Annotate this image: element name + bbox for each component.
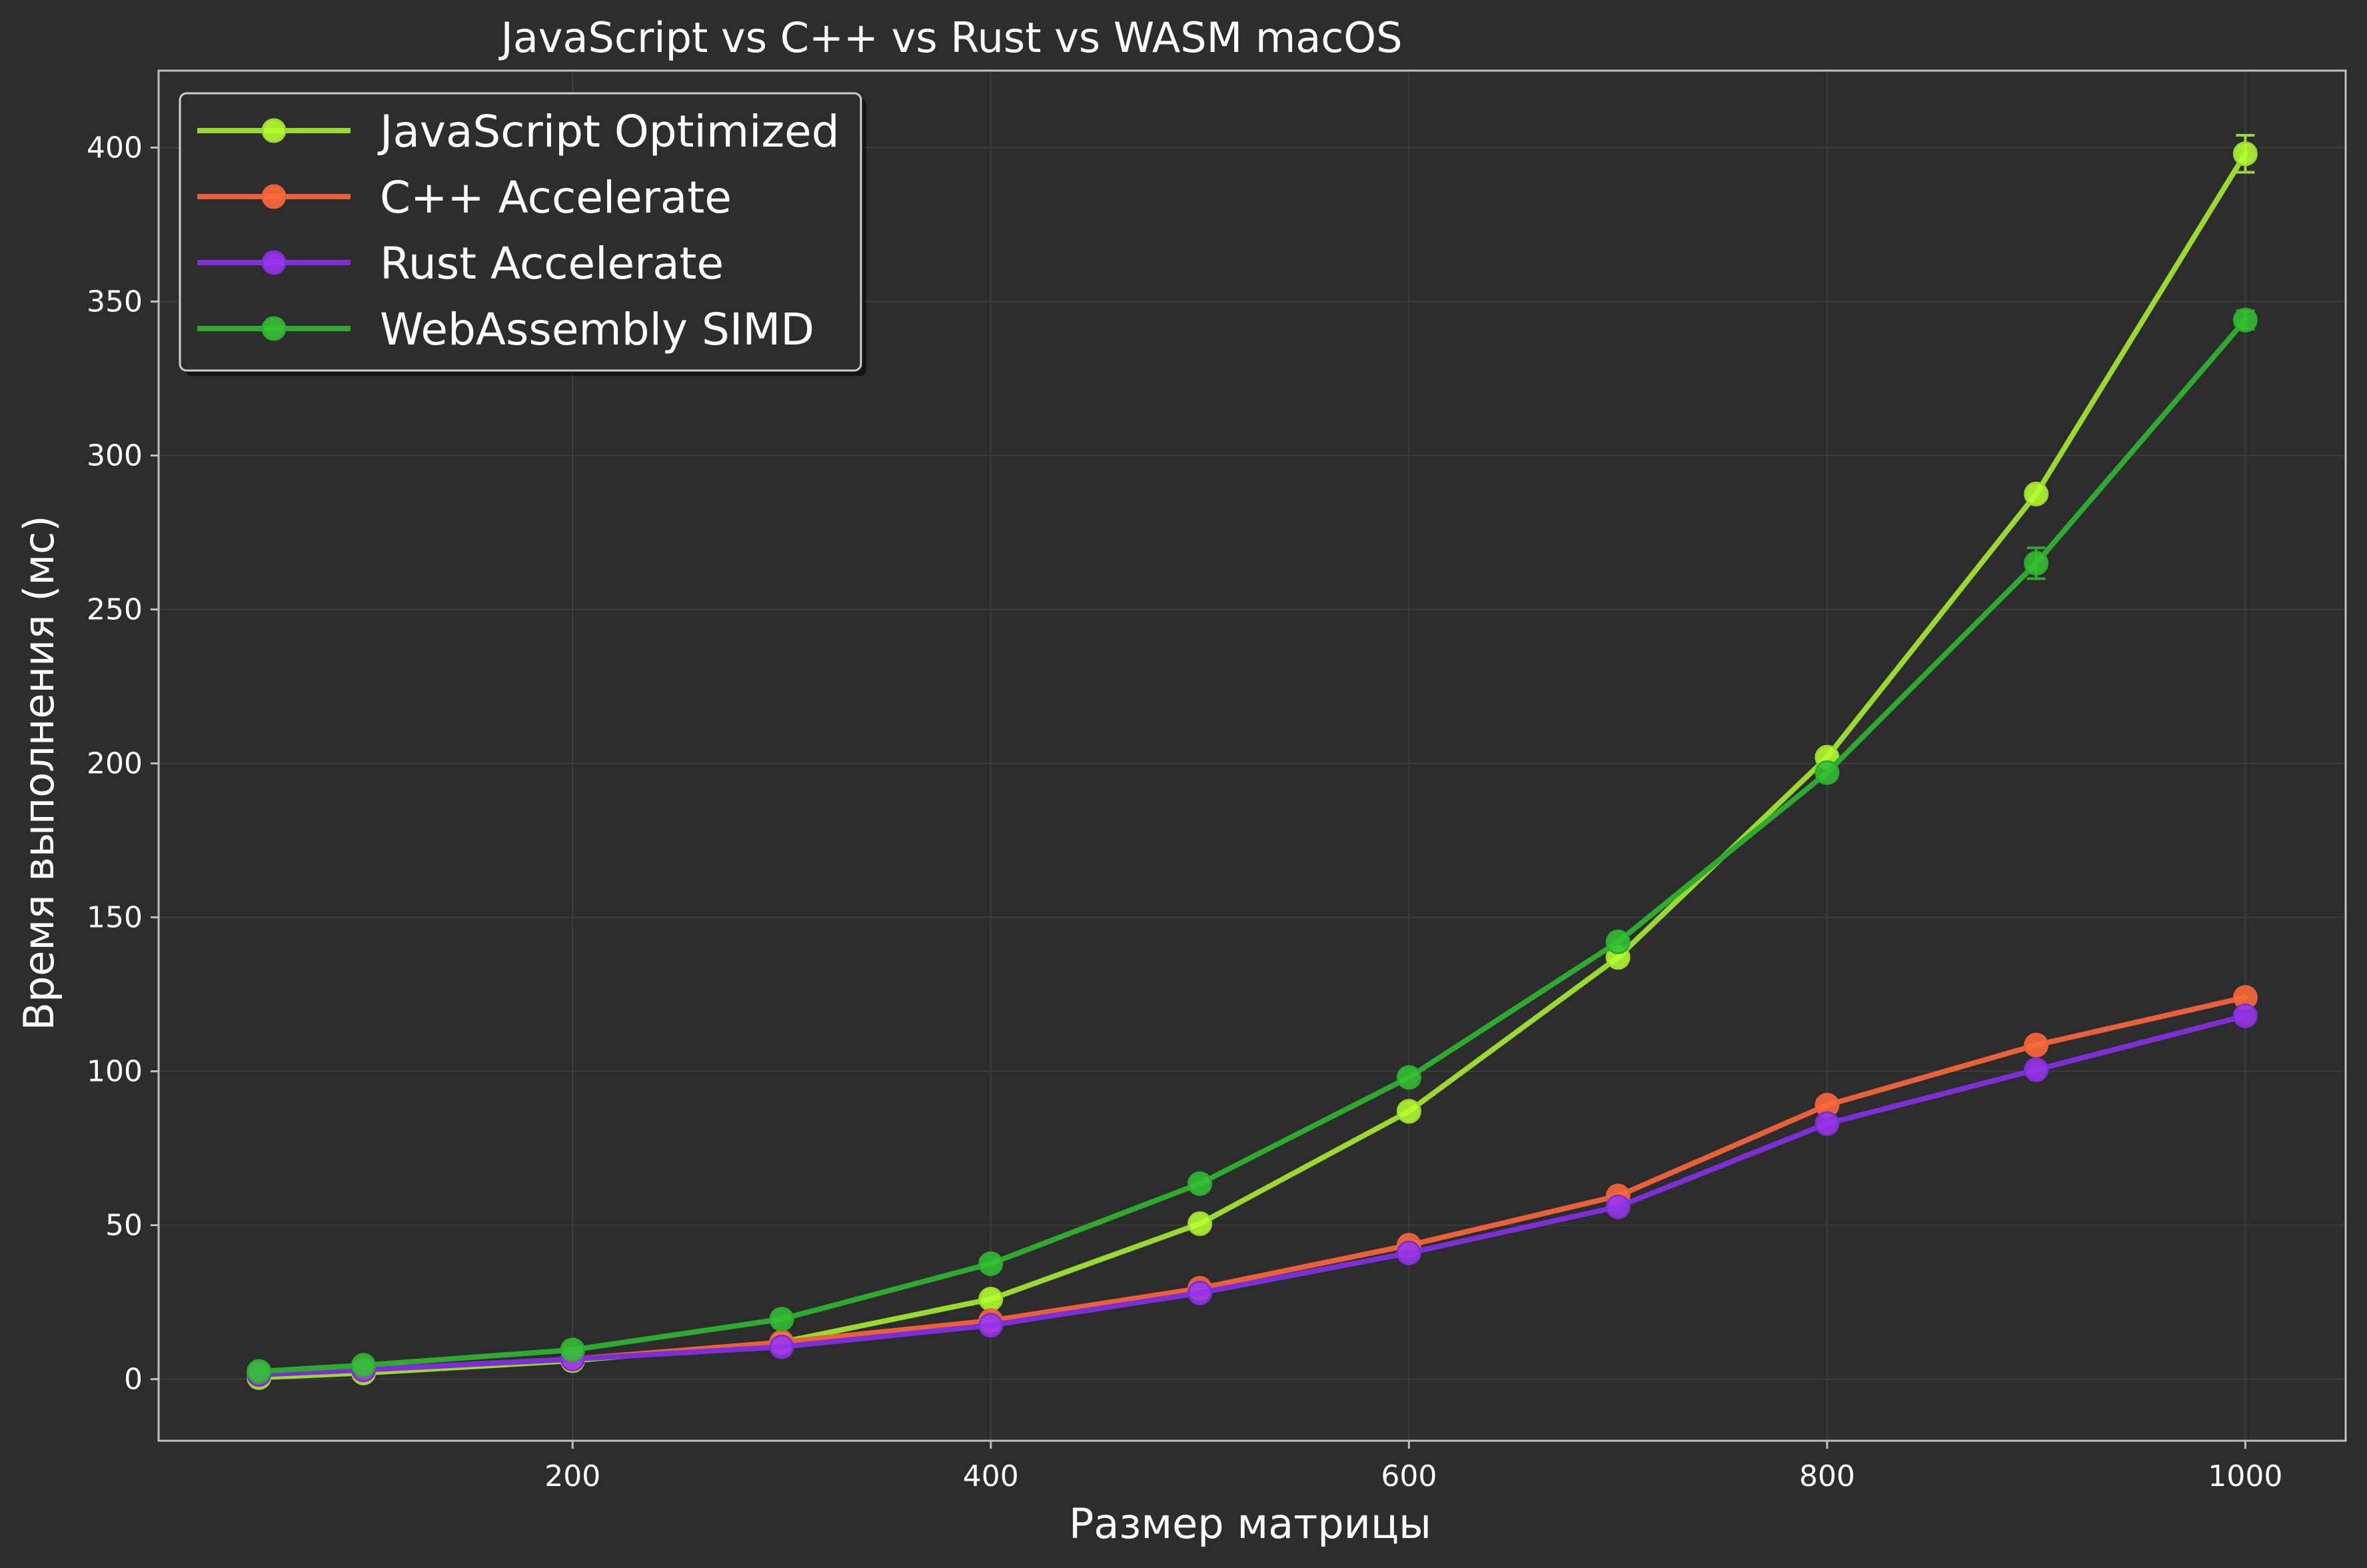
data-point (1605, 1194, 1631, 1219)
legend-label: Rust Accelerate (380, 238, 724, 289)
y-tick-label: 350 (87, 285, 143, 319)
y-tick-label: 400 (87, 131, 143, 165)
chart-title: JavaScript vs C++ vs Rust vs WASM macOS (498, 13, 1403, 62)
y-tick-label: 0 (124, 1363, 143, 1397)
legend-item: WebAssembly SIMD (197, 304, 814, 355)
legend-label: WebAssembly SIMD (380, 304, 814, 355)
data-point (560, 1337, 585, 1363)
data-point (2024, 1032, 2049, 1058)
x-axis-label: Размер матрицы (1069, 1499, 1431, 1548)
data-point (2024, 481, 2049, 506)
legend-item: Rust Accelerate (197, 238, 724, 289)
data-point (2232, 141, 2258, 167)
y-axis-label: Время выполнения (мс) (15, 515, 63, 1030)
x-tick-label: 200 (544, 1459, 600, 1493)
grid (159, 71, 2346, 1441)
x-tick-label: 1000 (2208, 1459, 2282, 1493)
x-tick-label: 800 (1799, 1459, 1855, 1493)
data-point (2232, 307, 2258, 333)
data-point (1396, 1065, 1421, 1090)
data-point (769, 1307, 794, 1332)
data-point (1187, 1280, 1213, 1305)
legend: JavaScript Optimized C++ Accelerate Rust A… (179, 92, 866, 376)
y-tick-label: 150 (87, 901, 143, 935)
data-point (1605, 930, 1631, 955)
y-tick-label: 200 (87, 747, 143, 781)
axes: 200 400 600 800 1000 0 50 100 150 200 250 300 350 400 (87, 69, 2347, 1493)
data-point (978, 1286, 1004, 1311)
y-tick-label: 100 (87, 1055, 143, 1089)
data-point (1396, 1099, 1421, 1124)
series-webassembly-simd (247, 307, 2258, 1384)
legend-marker (261, 184, 287, 209)
data-point (2024, 1057, 2049, 1082)
data-point (978, 1251, 1004, 1276)
data-point (1815, 760, 1840, 785)
data-point (1187, 1211, 1213, 1236)
legend-item: C++ Accelerate (197, 172, 732, 223)
data-point (1187, 1171, 1213, 1196)
legend-box (179, 92, 862, 372)
legend-marker (261, 316, 287, 341)
data-point (769, 1334, 794, 1359)
data-point (351, 1353, 376, 1378)
y-tick-label: 300 (87, 439, 143, 473)
y-tick-label: 250 (87, 593, 143, 627)
x-tick-label: 400 (963, 1459, 1019, 1493)
data-point (247, 1359, 272, 1384)
x-tick-label: 600 (1381, 1459, 1437, 1493)
data-point (2024, 550, 2049, 576)
legend-label: JavaScript Optimized (377, 106, 840, 157)
legend-label: C++ Accelerate (380, 172, 732, 223)
data-point (1815, 1111, 1840, 1136)
data-point (1396, 1240, 1421, 1265)
legend-marker (261, 250, 287, 275)
data-point (2232, 1003, 2258, 1028)
legend-marker (261, 118, 287, 143)
plot-series (247, 134, 2258, 1390)
axes-frame (157, 69, 2347, 1442)
data-point (978, 1313, 1004, 1338)
legend-item: JavaScript Optimized (197, 106, 840, 157)
y-tick-label: 50 (105, 1209, 143, 1243)
